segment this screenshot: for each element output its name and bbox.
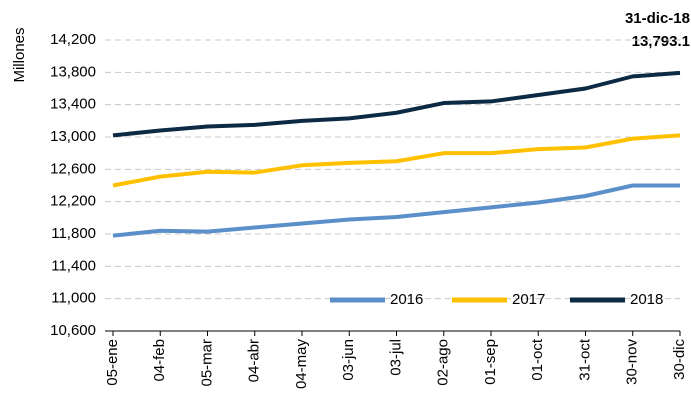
legend-label: 2016	[390, 291, 423, 308]
line-series	[112, 183, 680, 238]
line-series	[112, 133, 681, 188]
x-tick-label: 31-oct	[576, 338, 593, 381]
x-tick-label: 04-may	[293, 339, 310, 390]
y-axis-label: Millones	[11, 27, 28, 82]
annotation-date: 31-dic-18	[625, 10, 690, 27]
y-tick-label: 13,800	[50, 63, 96, 80]
x-tick-label: 03-jul	[387, 339, 404, 376]
x-tick-label: 30-dic	[671, 339, 688, 380]
x-tick-label: 04-feb	[151, 339, 168, 382]
x-tick-label: 02-ago	[435, 339, 452, 386]
y-tick-label: 11,400	[51, 257, 96, 274]
y-tick-label: 10,600	[50, 322, 96, 339]
line-series	[112, 70, 681, 138]
y-tick-label: 11,000	[51, 290, 96, 307]
y-tick-label: 11,800	[51, 225, 96, 242]
y-tick-label: 13,400	[50, 96, 96, 113]
y-tick-label: 13,000	[50, 128, 96, 145]
x-tick-label: 05-ene	[104, 339, 121, 386]
x-tick-label: 05-mar	[198, 339, 215, 387]
x-tick-label: 01-oct	[529, 338, 546, 381]
y-tick-label: 14,200	[50, 31, 96, 48]
legend-label: 2018	[630, 291, 663, 308]
x-tick-label: 03-jun	[340, 339, 357, 381]
x-tick-label: 04-abr	[246, 339, 263, 382]
x-tick-label: 30-nov	[624, 339, 641, 385]
y-tick-label: 12,200	[50, 193, 96, 210]
y-tick-label: 12,600	[50, 160, 96, 177]
x-tick-label: 01-sep	[482, 339, 499, 385]
legend-label: 2017	[512, 291, 545, 308]
annotation-value: 13,793.1	[632, 33, 690, 50]
